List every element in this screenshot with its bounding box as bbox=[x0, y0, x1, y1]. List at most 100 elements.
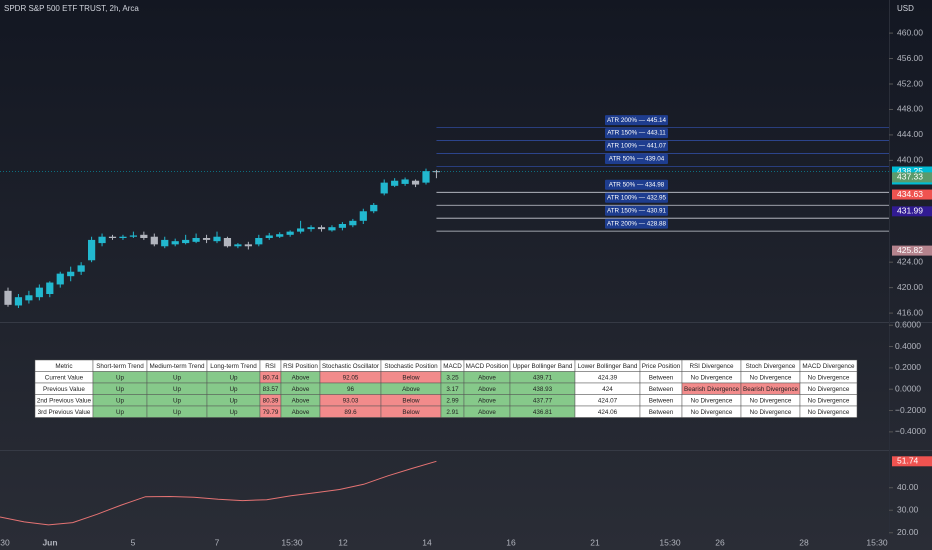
table-cell: No Divergence bbox=[808, 397, 850, 404]
candle-body bbox=[380, 182, 388, 194]
table-cell: Up bbox=[116, 397, 125, 404]
table-cell: Below bbox=[402, 374, 420, 381]
table-header: MACD Position bbox=[466, 363, 509, 370]
table-cell: Between bbox=[649, 374, 674, 381]
y-tick-label: −0.2000 bbox=[895, 405, 926, 415]
candle-body bbox=[307, 227, 315, 230]
candle-body bbox=[14, 297, 23, 306]
candle-body bbox=[150, 236, 158, 245]
table-cell: Above bbox=[478, 374, 496, 381]
table-cell: No Divergence bbox=[750, 397, 792, 404]
table-cell: Above bbox=[478, 409, 496, 416]
table-cell: 424.39 bbox=[598, 374, 618, 381]
table-cell: Above bbox=[292, 409, 310, 416]
candle-body bbox=[359, 211, 367, 221]
table-cell: 438.93 bbox=[533, 386, 553, 393]
price-tag-label: 425.82 bbox=[897, 245, 923, 255]
table-cell: Up bbox=[229, 409, 238, 416]
candle-body bbox=[338, 224, 346, 228]
table-cell: Up bbox=[229, 374, 238, 381]
time-label: 26 bbox=[715, 537, 725, 547]
y-tick-label: 30.00 bbox=[897, 504, 919, 514]
candle-body bbox=[422, 171, 430, 183]
table-cell: Between bbox=[649, 397, 674, 404]
table-cell: Between bbox=[649, 409, 674, 416]
table-cell: 436.81 bbox=[533, 409, 553, 416]
table-cell: 424.06 bbox=[598, 409, 618, 416]
candle-body bbox=[119, 236, 127, 238]
candle-body bbox=[202, 238, 211, 240]
candle-body bbox=[108, 236, 117, 238]
table-header: Stochastic Position bbox=[384, 363, 438, 370]
table-cell: No Divergence bbox=[808, 386, 850, 393]
time-label: 16 bbox=[506, 537, 516, 547]
y-tick-label: 0.2000 bbox=[895, 362, 921, 372]
candle-body bbox=[67, 271, 75, 277]
candle-body bbox=[140, 234, 148, 238]
table-header: Metric bbox=[55, 363, 72, 370]
y-tick-label: 40.00 bbox=[897, 482, 919, 492]
table-cell: Above bbox=[402, 386, 420, 393]
table-cell-bg bbox=[799, 405, 858, 418]
table-cell: 80.39 bbox=[263, 397, 279, 404]
table-cell: Bearish Divergence bbox=[743, 386, 798, 393]
table-cell: 96 bbox=[347, 386, 355, 393]
atr-label: ATR 100% — 441.07 bbox=[607, 143, 667, 150]
y-tick-label: 456.00 bbox=[897, 53, 923, 63]
candle-body bbox=[401, 179, 409, 184]
y-tick-label: 0.4000 bbox=[895, 341, 921, 351]
candle-body bbox=[98, 236, 106, 244]
table-cell: 93.03 bbox=[343, 397, 359, 404]
table-cell: Up bbox=[173, 409, 182, 416]
table-header: MACD bbox=[443, 363, 462, 370]
y-tick-label: 444.00 bbox=[897, 129, 923, 139]
candle-body bbox=[171, 241, 179, 245]
table-cell: Above bbox=[478, 397, 496, 404]
atr-label-box bbox=[605, 218, 668, 229]
table-cell: 2.91 bbox=[446, 409, 459, 416]
time-label: 30 bbox=[0, 537, 10, 547]
price-tag-label: 438.25 bbox=[897, 166, 923, 176]
table-cell: Above bbox=[292, 397, 310, 404]
atr-label-box bbox=[605, 115, 668, 126]
atr-label-box bbox=[605, 205, 668, 216]
atr-label-box bbox=[605, 192, 668, 203]
candle-body bbox=[56, 273, 64, 285]
table-cell: No Divergence bbox=[750, 409, 792, 416]
time-label: 15:30 bbox=[659, 537, 681, 547]
candle-body bbox=[192, 238, 200, 242]
candle-body bbox=[391, 180, 399, 186]
table-header: Long-term Trend bbox=[210, 363, 257, 370]
table-cell: Below bbox=[402, 397, 420, 404]
table-cell: 83.57 bbox=[263, 386, 279, 393]
table-cell: 89.6 bbox=[344, 409, 357, 416]
table-cell: Up bbox=[173, 397, 182, 404]
rsi-tag-label: 51.74 bbox=[897, 456, 919, 466]
table-cell: 3.17 bbox=[446, 386, 459, 393]
table-cell: 2.99 bbox=[446, 397, 459, 404]
atr-label-box bbox=[605, 153, 668, 164]
currency: USD bbox=[897, 4, 914, 13]
symbol-title[interactable]: SPDR S&P 500 ETF TRUST, 2h, Arca bbox=[4, 4, 139, 13]
y-tick-label: 440.00 bbox=[897, 155, 923, 165]
candle-body bbox=[182, 239, 190, 244]
table-cell: 437.77 bbox=[533, 397, 553, 404]
rsi-line bbox=[0, 460, 437, 526]
table-header: Short-term Trend bbox=[96, 363, 144, 370]
table-header: Stoch Divergence bbox=[746, 363, 796, 370]
candle-body bbox=[213, 236, 221, 242]
table-cell: Between bbox=[649, 386, 674, 393]
candle-body bbox=[370, 204, 378, 212]
candle-body bbox=[349, 220, 357, 226]
table-cell: No Divergence bbox=[808, 374, 850, 381]
candle-body bbox=[244, 244, 252, 247]
table-cell: Bearish Divergence bbox=[684, 386, 739, 393]
time-label: Jun bbox=[42, 537, 57, 547]
time-label: 28 bbox=[799, 537, 809, 547]
table-header: Stochastic Oscillator bbox=[322, 363, 379, 370]
atr-label-box bbox=[605, 128, 668, 139]
y-tick-label: 460.00 bbox=[897, 27, 923, 37]
table-cell: Previous Value bbox=[43, 386, 85, 393]
price-tag-label: 437.33 bbox=[897, 172, 923, 182]
